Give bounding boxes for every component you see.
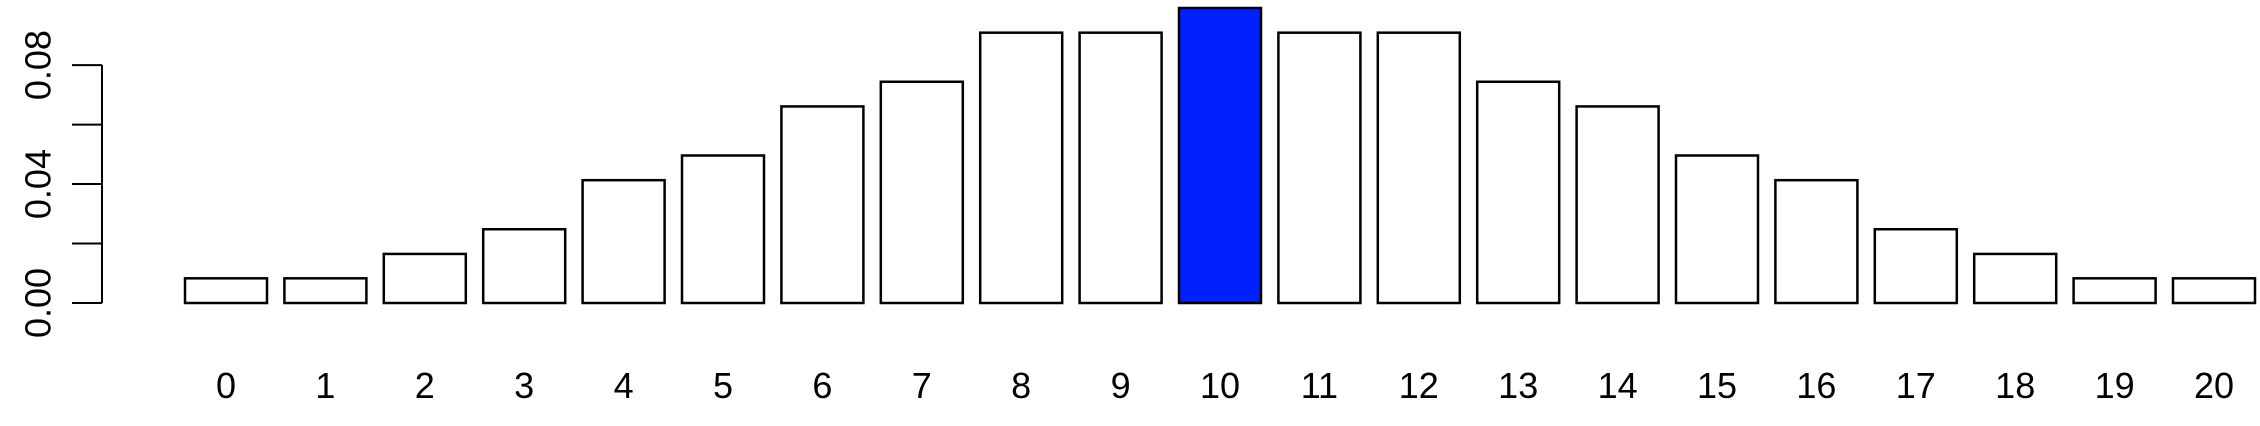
bar	[2171, 277, 2257, 305]
bar	[780, 105, 865, 305]
bar-highlighted	[1177, 6, 1263, 305]
x-tick-label: 2	[415, 365, 435, 406]
bars	[183, 6, 2257, 305]
x-tick-label: 15	[1697, 365, 1737, 406]
bar	[1873, 228, 1959, 305]
bar	[1078, 31, 1163, 305]
x-tick-label: 20	[2194, 365, 2234, 406]
y-tick-label: 0.00	[18, 268, 59, 338]
x-tick-label: 6	[812, 365, 832, 406]
x-tick-label: 8	[1011, 365, 1031, 406]
bar	[680, 154, 766, 305]
x-tick-label: 11	[1301, 365, 1338, 406]
x-tick-label: 7	[912, 365, 932, 406]
bar	[1774, 178, 1859, 305]
bar	[481, 228, 567, 305]
y-tick-label: 0.04	[18, 149, 59, 219]
x-tick-label: 12	[1399, 365, 1439, 406]
x-tick-label: 4	[614, 365, 634, 406]
x-tick-label: 3	[514, 365, 534, 406]
bar	[978, 31, 1064, 305]
x-tick-label: 14	[1598, 365, 1638, 406]
bar	[1376, 31, 1462, 305]
x-tick-label: 18	[1995, 365, 2035, 406]
x-tick-label: 13	[1498, 365, 1538, 406]
x-tick-label: 9	[1111, 365, 1131, 406]
bar	[1674, 154, 1760, 305]
x-tick-label: 16	[1796, 365, 1836, 406]
bar	[183, 277, 269, 305]
bar	[1277, 31, 1362, 305]
x-tick-label: 0	[216, 365, 236, 406]
bar	[283, 277, 368, 305]
x-tick-label: 19	[2095, 365, 2135, 406]
y-tick-label: 0.08	[18, 30, 59, 100]
x-tick-labels: 0 1 2 3 4 5 6 7 8 9 10 11 12 13 14 15 16 17 18 19 20	[216, 365, 2234, 406]
bar	[581, 178, 666, 305]
x-tick-label: 17	[1896, 365, 1936, 406]
bar	[879, 80, 965, 305]
x-tick-label: 1	[315, 365, 335, 406]
bar	[1475, 80, 1561, 305]
x-tick-label: 10	[1200, 365, 1240, 406]
y-axis: 0.00 0.04 0.08	[18, 30, 103, 338]
bar	[2072, 277, 2157, 305]
bar	[382, 252, 468, 305]
bar	[1972, 252, 2058, 305]
x-tick-label: 5	[713, 365, 733, 406]
bar	[1575, 105, 1660, 305]
